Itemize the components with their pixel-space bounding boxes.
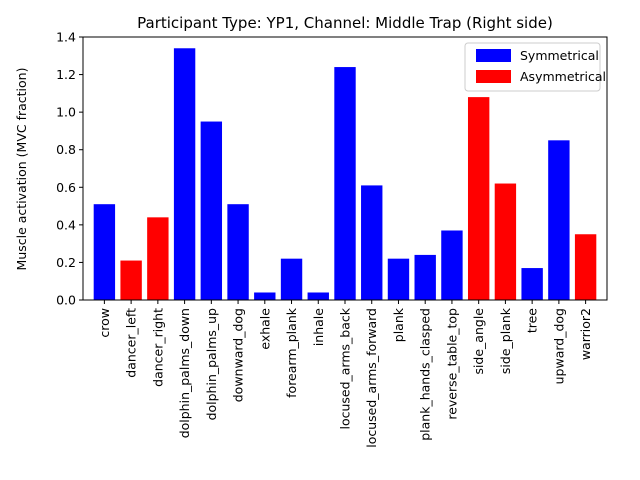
x-axis-ticks: crow dancer_left dancer_right dolphin_palms… [97,300,593,448]
x-tick-label: plank_hands_clasped [418,308,433,441]
bar-exhale [254,292,276,300]
x-tick-label: side_plank [498,307,513,374]
x-tick-label: tree [525,308,540,333]
bar-dancer-left [120,260,142,300]
x-tick-label: exhale [257,308,272,350]
y-axis-label: Muscle activation (MVC fraction) [14,68,29,271]
bar-warrior2 [574,234,597,300]
x-tick-label: forearm_plank [284,307,299,398]
bar-dolphin-palms-up [200,121,223,300]
bar-plank-hands-clasped [414,254,436,300]
bar-crow [93,204,116,300]
x-tick-label: dolphin_palms_down [177,308,192,438]
bar-forearm-plank [280,258,303,300]
x-tick-label: reverse_table_top [444,308,459,420]
x-tick-label: dancer_right [150,308,165,387]
x-tick-label: locused_arms_back [338,307,353,429]
y-axis-ticks: 0.0 0.2 0.4 0.6 0.8 1.0 1.2 1.4 [56,30,83,308]
bar-downward-dog [227,204,249,300]
x-tick-label: plank [391,307,406,342]
legend-label-symmetrical: Symmetrical [520,48,599,63]
x-tick-label: dancer_left [124,308,139,378]
x-tick-label: warrior2 [578,308,593,360]
legend-label-asymmetrical: Asymmetrical [520,69,606,84]
bar-reverse-table-top [441,230,463,300]
x-tick-label: locused_arms_forward [364,308,379,448]
y-tick-label: 0.0 [56,293,76,308]
y-tick-label: 0.8 [56,142,76,157]
bar-inhale [307,292,329,300]
legend-swatch-symmetrical [476,49,511,62]
bar-dolphin-palms-down [173,48,196,300]
bar-locused-arms-back [334,67,356,300]
x-tick-label: crow [97,308,112,338]
bars-group [93,48,597,300]
y-tick-label: 0.2 [56,255,76,270]
bar-side-plank [494,183,517,300]
x-tick-label: dolphin_palms_up [204,308,219,420]
x-tick-label: side_angle [471,308,486,375]
chart-title: Participant Type: YP1, Channel: Middle T… [137,14,553,32]
bar-plank [387,258,410,300]
x-tick-label: downward_dog [231,308,246,402]
y-tick-label: 1.2 [56,67,76,82]
bar-locused-arms-forward [361,185,383,300]
plot-frame [82,36,608,301]
y-tick-label: 0.4 [56,217,76,232]
y-tick-label: 1.0 [56,105,76,120]
legend: Symmetrical Asymmetrical [464,42,606,92]
x-tick-label: upward_dog [551,308,566,384]
y-tick-label: 0.6 [56,180,76,195]
y-tick-label: 1.4 [56,30,76,45]
bar-side-angle [467,97,490,300]
legend-swatch-asymmetrical [476,70,511,83]
bar-dancer-right [147,217,169,300]
bar-tree [521,268,543,300]
bar-upward-dog [548,140,570,300]
x-tick-label: inhale [311,308,326,346]
